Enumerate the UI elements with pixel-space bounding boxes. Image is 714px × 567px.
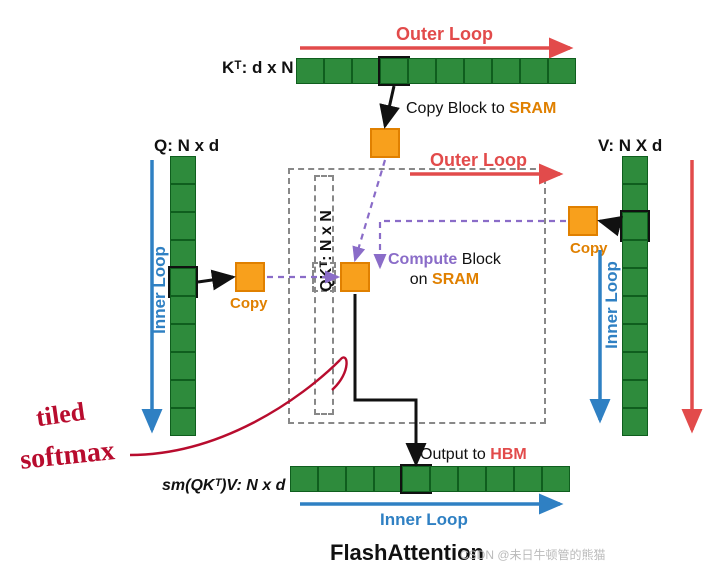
inner-loop-bottom-label: Inner Loop xyxy=(380,510,468,530)
out-array-cell xyxy=(290,466,318,492)
out-array-cell xyxy=(458,466,486,492)
kt-array-cell xyxy=(324,58,352,84)
q-array-cell xyxy=(170,212,196,240)
annotation-softmax: softmax xyxy=(19,435,117,477)
v-array-cell xyxy=(622,212,648,240)
q-array-cell xyxy=(170,324,196,352)
q-array-cell xyxy=(170,184,196,212)
q-copy-block xyxy=(235,262,265,292)
out-array-cell xyxy=(430,466,458,492)
out-array-cell xyxy=(318,466,346,492)
v-array-cell xyxy=(622,156,648,184)
q-array-cell xyxy=(170,240,196,268)
q-array-cell xyxy=(170,352,196,380)
v-array-cell xyxy=(622,324,648,352)
kt-array-cell xyxy=(548,58,576,84)
annotation-tiled: tiled xyxy=(34,397,87,434)
q-label: Q: N x d xyxy=(154,136,219,156)
q-array-cell xyxy=(170,380,196,408)
v-array-cell xyxy=(622,184,648,212)
v-array-cell xyxy=(622,408,648,436)
copy-block-sram-label: Copy Block to SRAM xyxy=(406,100,556,118)
v-array-cell xyxy=(622,268,648,296)
out-array-cell xyxy=(514,466,542,492)
kt-array-cell xyxy=(408,58,436,84)
v-label: V: N X d xyxy=(598,136,662,156)
q-array-cell xyxy=(170,296,196,324)
q-array-cell xyxy=(170,408,196,436)
inner-loop-right-label: Inner Loop xyxy=(602,261,622,349)
kt-array-cell xyxy=(492,58,520,84)
qkt-label: QKᵀ: N x N xyxy=(318,210,336,292)
kt-array-cell xyxy=(352,58,380,84)
inner-loop-left-label: Inner Loop xyxy=(150,246,170,334)
kt-array-cell xyxy=(464,58,492,84)
v-array-cell xyxy=(622,240,648,268)
kt-array-cell xyxy=(520,58,548,84)
copy-v-label: Copy xyxy=(570,240,608,257)
output-hbm-label: Output to HBM xyxy=(420,446,527,464)
out-array-cell xyxy=(542,466,570,492)
compute-block xyxy=(340,262,370,292)
v-copy-block xyxy=(568,206,598,236)
v-array-cell xyxy=(622,380,648,408)
kt-label: Kᵀ: d x N xyxy=(222,58,294,78)
outer-loop-top-label: Outer Loop xyxy=(396,24,493,45)
out-array-cell xyxy=(486,466,514,492)
compute-label: Compute Blockon SRAM xyxy=(388,250,501,290)
k-copy-block xyxy=(370,128,400,158)
kt-array-cell xyxy=(380,58,408,84)
out-array-cell xyxy=(402,466,430,492)
v-array-cell xyxy=(622,352,648,380)
out-array-cell xyxy=(346,466,374,492)
output-label: sm(QKᵀ)V: N x d xyxy=(162,477,285,495)
q-array-cell xyxy=(170,156,196,184)
copy-q-label: Copy xyxy=(230,295,268,312)
out-array-cell xyxy=(374,466,402,492)
v-array-cell xyxy=(622,296,648,324)
kt-array-cell xyxy=(436,58,464,84)
q-array-cell xyxy=(170,268,196,296)
outer-loop-mid-label: Outer Loop xyxy=(430,150,527,171)
kt-array-cell xyxy=(296,58,324,84)
watermark: CSDN @未日牛顿管的熊猫 xyxy=(460,546,606,563)
